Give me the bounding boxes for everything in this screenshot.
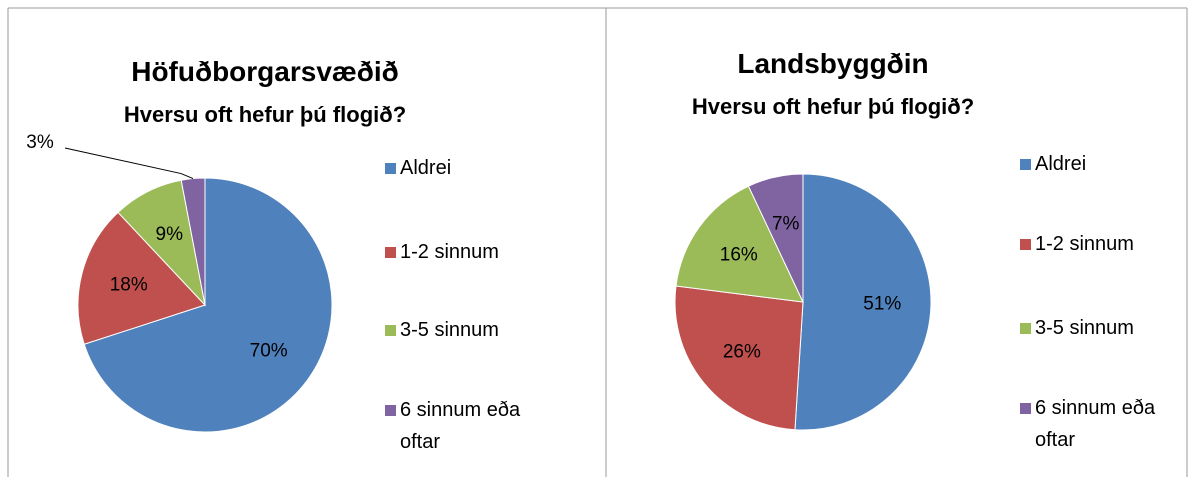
legend-swatch	[1020, 159, 1031, 170]
legend-label: 1-2 sinnum	[1035, 233, 1134, 255]
data-label: 9%	[156, 224, 184, 245]
pie-slice	[675, 185, 804, 303]
legend-swatch	[1020, 323, 1031, 334]
legend-label: 6 sinnum eða oftar	[1035, 397, 1156, 451]
pie-slice	[794, 173, 932, 431]
pie-slice	[83, 177, 333, 433]
chart-title: Landsbyggðin	[737, 48, 929, 79]
leader-line	[64, 147, 194, 180]
pie-slice	[77, 211, 206, 345]
legend-label: 3-5 sinnum	[1035, 317, 1134, 339]
legend-swatch	[385, 163, 396, 174]
legend-label: Aldrei	[1035, 153, 1087, 175]
legend-swatch	[385, 247, 396, 258]
legend-label: 3-5 sinnum	[400, 319, 499, 341]
legend-swatch	[385, 405, 396, 416]
data-label: 16%	[720, 244, 758, 265]
chart-title: Höfuðborgarsvæðið	[131, 56, 399, 87]
data-label: 7%	[772, 214, 800, 235]
data-label: 51%	[863, 294, 901, 315]
data-label: 26%	[723, 342, 761, 363]
chart-subtitle: Hversu oft hefur þú flogið?	[691, 94, 975, 119]
legend-label: 1-2 sinnum	[400, 241, 499, 263]
pie-slice	[674, 285, 804, 431]
legend-label: 6 sinnum eða oftar	[400, 399, 521, 453]
data-label: 70%	[250, 340, 288, 361]
legend-swatch	[1020, 403, 1031, 414]
legend-label: Aldrei	[400, 157, 452, 179]
pie-slice	[180, 177, 206, 306]
chart-subtitle: Hversu oft hefur þú flogið?	[123, 102, 407, 127]
pie-slice	[747, 173, 804, 303]
data-label: 18%	[110, 274, 148, 295]
data-label: 3%	[26, 132, 54, 153]
legend-swatch	[1020, 239, 1031, 250]
legend-swatch	[385, 325, 396, 336]
